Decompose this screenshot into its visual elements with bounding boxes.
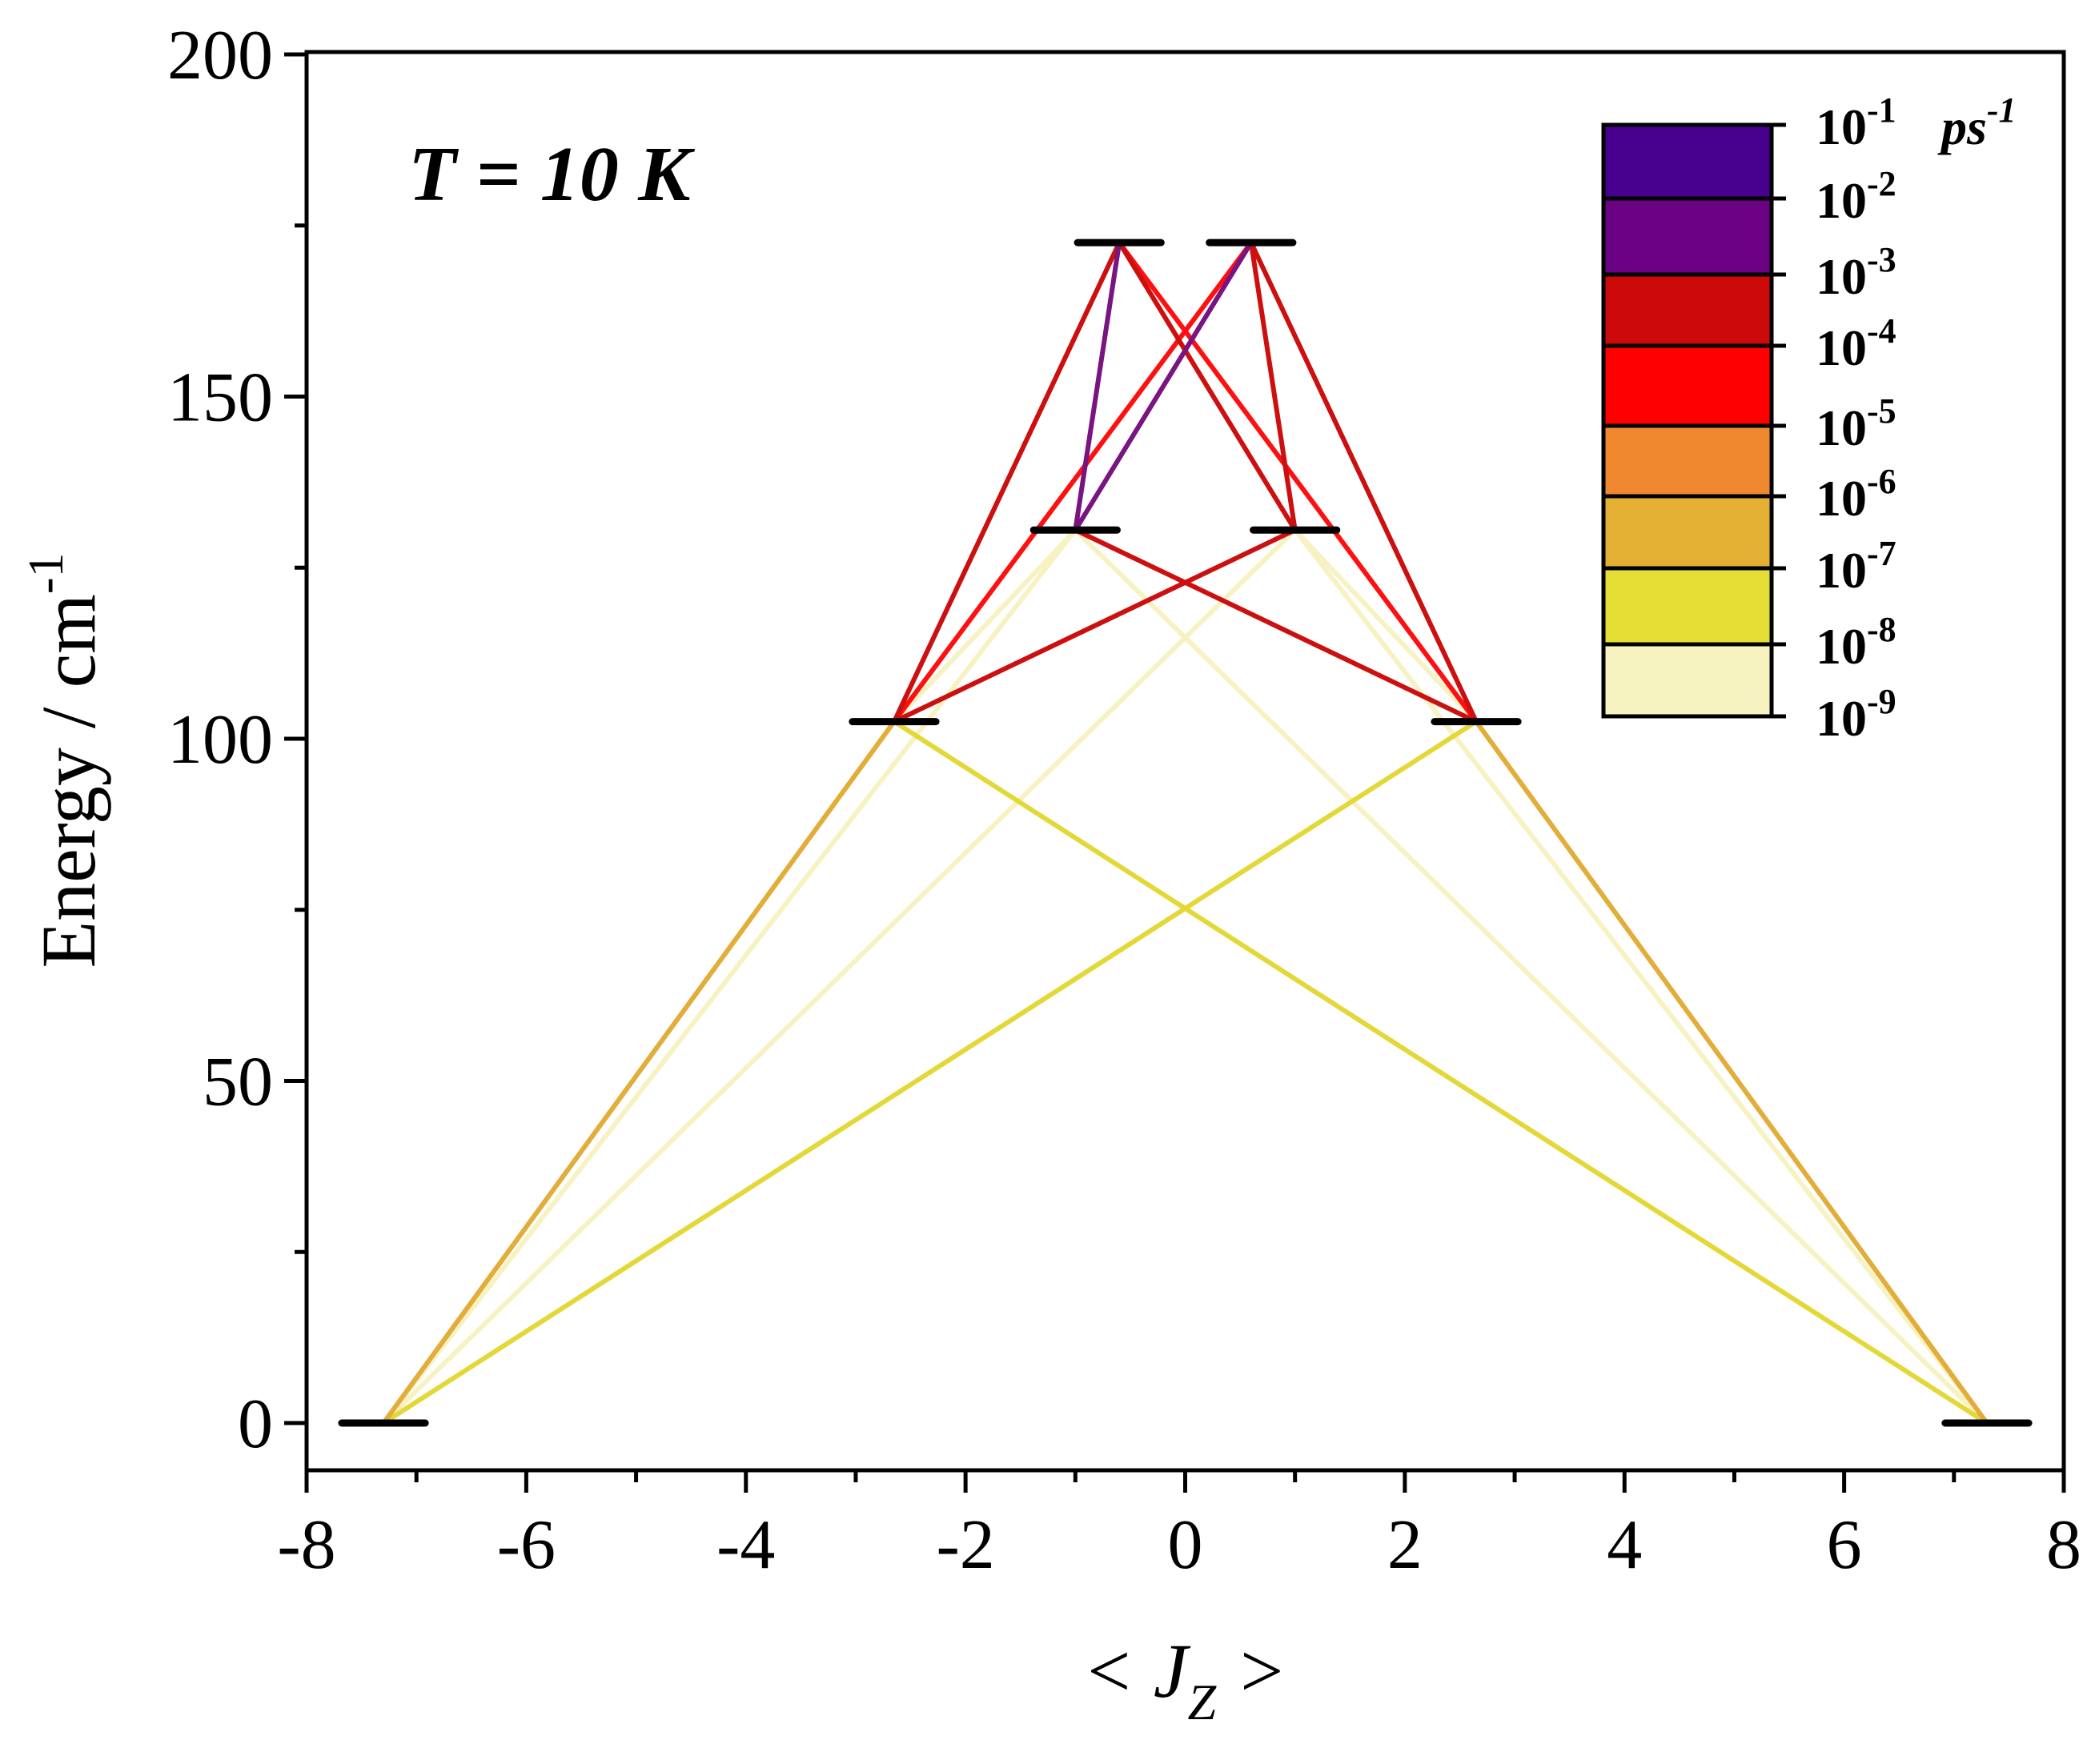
- transition-line: [1073, 240, 1254, 533]
- transition-line: [1248, 240, 1298, 533]
- y-tick-label: 200: [167, 17, 273, 94]
- transition-line: [1117, 240, 1298, 533]
- x-tick-label: -4: [716, 1506, 775, 1584]
- transition-line: [891, 719, 1989, 1425]
- x-tick-label: 2: [1387, 1506, 1423, 1584]
- colorbar-unit: ps-1: [1937, 90, 2017, 155]
- colorbar-tick-label: 10-8: [1816, 610, 1896, 675]
- colorbar-band: [1603, 198, 1772, 275]
- transition-line: [891, 240, 1254, 724]
- levels-layer: [338, 239, 2033, 1427]
- transition-line: [891, 240, 1122, 724]
- transition-line: [891, 527, 1078, 724]
- colorbar-tick-label: 10-6: [1816, 462, 1896, 527]
- x-axis-title: < JZ >: [1082, 1628, 1287, 1730]
- colorbar-tick-label: 10-2: [1816, 164, 1896, 229]
- transitions-layer: [381, 240, 1989, 1425]
- transition-line: [1073, 527, 1989, 1425]
- axes-layer: -8 -6 -4 -2 0 2 4 6 8 0 50 100 150 200: [167, 17, 2081, 1584]
- transition-line: [1474, 719, 1989, 1425]
- plot-frame: [304, 50, 2066, 1473]
- x-tick-label: 4: [1607, 1506, 1642, 1584]
- colorbar-band: [1603, 275, 1772, 346]
- colorbar-tick-label: 10-9: [1816, 682, 1896, 747]
- transition-line: [1248, 240, 1479, 724]
- y-tick-label: 150: [167, 359, 273, 437]
- y-tick-label: 50: [203, 1044, 273, 1121]
- colorbar: 10-1 10-2 10-310-4 10-510-6 10-7 10-8 10-9 ps-1: [1601, 90, 2017, 747]
- colorbar-tick-label: 10-5: [1816, 391, 1896, 456]
- y-tick-label: 0: [238, 1385, 273, 1463]
- transition-line: [381, 719, 897, 1425]
- transition-line: [381, 527, 1298, 1425]
- transition-line: [381, 527, 1078, 1425]
- transition-line: [1117, 240, 1479, 724]
- colorbar-tick-label: 10-1: [1816, 90, 1896, 155]
- transition-line: [1073, 240, 1122, 533]
- colorbar-band: [1603, 496, 1772, 568]
- colorbar-tick-label: 10-3: [1816, 240, 1896, 305]
- x-tick-label: -6: [497, 1506, 556, 1584]
- colorbar-tick-label: 10-4: [1816, 311, 1896, 376]
- x-tick-label: 0: [1168, 1506, 1203, 1584]
- transition-line: [381, 719, 1479, 1425]
- colorbar-band: [1603, 644, 1772, 716]
- colorbar-band: [1603, 125, 1772, 198]
- colorbar-band: [1603, 426, 1772, 496]
- y-axis-title: Energy / cm-1: [19, 552, 111, 968]
- transition-line: [1292, 527, 1989, 1425]
- transition-line: [1292, 527, 1479, 724]
- x-tick-label: -2: [936, 1506, 994, 1584]
- colorbar-tick-label: 10-7: [1816, 534, 1896, 599]
- x-tick-label: 8: [2046, 1506, 2081, 1584]
- x-tick-label: 6: [1827, 1506, 1862, 1584]
- temperature-annotation: T = 10 K: [408, 131, 695, 218]
- colorbar-band: [1603, 346, 1772, 426]
- y-tick-label: 100: [167, 701, 273, 779]
- transition-line: [891, 527, 1298, 724]
- colorbar-band: [1603, 568, 1772, 644]
- transition-line: [1073, 527, 1479, 724]
- x-tick-label: -8: [277, 1506, 335, 1584]
